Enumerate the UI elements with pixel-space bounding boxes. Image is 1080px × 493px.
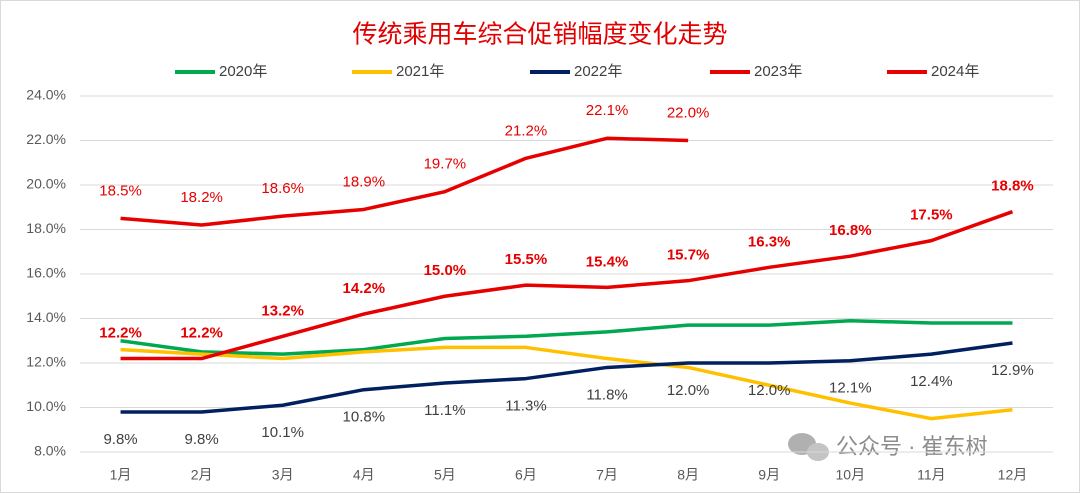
data-label: 15.4%: [586, 253, 629, 270]
data-label: 11.8%: [586, 386, 627, 403]
data-label: 17.5%: [910, 207, 953, 224]
y-tick-label: 24.0%: [26, 87, 66, 103]
series-line: [120, 210, 1014, 361]
data-label: 14.2%: [343, 280, 386, 297]
y-tick-label: 8.0%: [34, 443, 66, 459]
data-label: 12.0%: [667, 382, 710, 399]
data-label: 12.2%: [180, 325, 223, 342]
series-line: [120, 345, 1013, 421]
legend-label: 2024年: [931, 63, 979, 80]
legend-label: 2021年: [396, 63, 444, 80]
data-label: 12.1%: [829, 380, 872, 397]
x-tick-label: 6月: [515, 467, 537, 483]
x-tick-label: 11月: [917, 467, 946, 483]
data-label: 11.1%: [424, 402, 465, 419]
data-label: 16.8%: [829, 222, 872, 239]
legend-label: 2020年: [219, 63, 267, 80]
series-line: [120, 136, 689, 227]
y-tick-label: 18.0%: [26, 220, 66, 236]
x-tick-label: 10月: [836, 467, 866, 483]
x-tick-label: 7月: [596, 467, 618, 483]
data-label: 16.3%: [748, 233, 791, 250]
legend-label: 2023年: [754, 63, 802, 80]
series-line: [120, 341, 1013, 414]
data-label: 12.9%: [991, 362, 1034, 379]
x-tick-label: 1月: [110, 467, 132, 483]
data-label: 19.7%: [424, 156, 467, 173]
data-label: 15.7%: [667, 247, 710, 264]
series-line: [120, 318, 1013, 356]
data-label: 9.8%: [103, 431, 137, 448]
y-tick-label: 22.0%: [26, 131, 66, 147]
x-tick-label: 4月: [353, 467, 375, 483]
data-label: 22.1%: [586, 102, 629, 119]
data-label: 15.5%: [505, 251, 548, 268]
x-tick-label: 3月: [272, 467, 294, 483]
data-label: 18.5%: [99, 182, 142, 199]
data-label: 18.9%: [343, 173, 386, 190]
data-label: 11.3%: [505, 398, 546, 415]
data-label: 12.4%: [910, 373, 953, 390]
watermark: 公众号 · 崔东树: [836, 434, 988, 459]
data-label: 18.2%: [180, 189, 223, 206]
data-label: 18.6%: [261, 180, 304, 197]
data-label: 12.2%: [99, 325, 142, 342]
data-label: 21.2%: [505, 122, 548, 139]
data-label: 13.2%: [261, 302, 304, 319]
data-label: 12.0%: [748, 382, 791, 399]
data-label: 18.8%: [991, 178, 1034, 195]
x-tick-label: 8月: [677, 467, 699, 483]
data-label: 10.1%: [261, 424, 304, 441]
x-tick-label: 5月: [434, 467, 456, 483]
legend-label: 2022年: [574, 63, 622, 80]
y-tick-label: 20.0%: [26, 176, 66, 192]
data-label: 10.8%: [343, 409, 386, 426]
y-tick-label: 12.0%: [26, 354, 66, 370]
data-label: 9.8%: [185, 431, 219, 448]
x-tick-label: 2月: [191, 467, 213, 483]
y-tick-label: 10.0%: [26, 398, 66, 414]
chart-title: 传统乘用车综合促销幅度变化走势: [352, 21, 727, 49]
data-label: 22.0%: [667, 104, 710, 121]
x-tick-label: 9月: [758, 467, 780, 483]
y-tick-label: 14.0%: [26, 309, 66, 325]
y-tick-label: 16.0%: [26, 265, 66, 281]
data-label: 15.0%: [424, 262, 467, 279]
x-tick-label: 12月: [998, 467, 1028, 483]
